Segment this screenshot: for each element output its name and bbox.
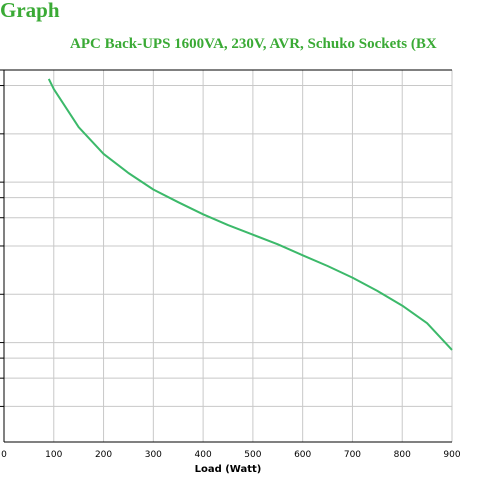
- x-tick-label: 500: [244, 450, 261, 460]
- series-layer: [47, 78, 453, 351]
- chart-axes: [0, 69, 452, 443]
- x-tick-label: 700: [344, 450, 361, 460]
- x-tick-label: 400: [195, 450, 212, 460]
- x-tick-label: 600: [294, 450, 311, 460]
- series-line: [47, 78, 453, 351]
- x-tick-label: 300: [145, 450, 162, 460]
- chart-subtitle: APC Back-UPS 1600VA, 230V, AVR, Schuko S…: [70, 36, 437, 52]
- grid-lines: [4, 70, 453, 442]
- x-tick-label: 800: [394, 450, 411, 460]
- x-axis-title: Load (Watt): [195, 464, 262, 475]
- tick-labels: 0 100 200 300 400 500 600 700 800 900: [1, 450, 461, 460]
- x-tick-label: 0: [1, 450, 7, 460]
- x-tick-label: 200: [95, 450, 112, 460]
- page-title: Graph: [0, 0, 60, 22]
- x-tick-label: 900: [443, 450, 460, 460]
- x-tick-label: 100: [45, 450, 62, 460]
